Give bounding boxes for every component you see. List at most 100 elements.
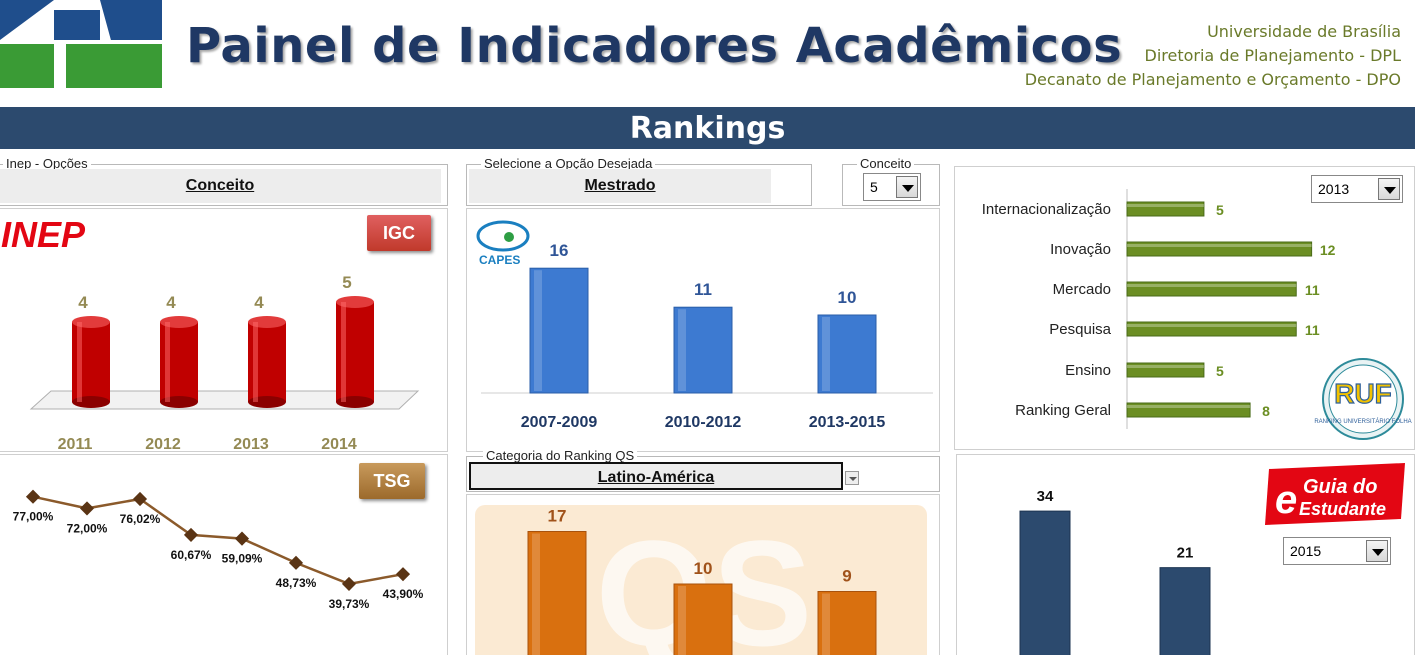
capes-bar-highlight (534, 270, 542, 391)
tsg-point-marker (341, 576, 357, 592)
org-line-dpo: Decanato de Planejamento e Orçamento - D… (1024, 70, 1401, 89)
conceito-legend: Conceito (857, 156, 915, 171)
unb-logo (0, 0, 162, 88)
tsg-value-label: 77,00% (13, 510, 54, 524)
ruf-chart: Internacionalização 5 Inovação 12 Mercado 11 P… (982, 189, 1412, 440)
ruf-bar (1126, 321, 1297, 337)
qs-bar (527, 531, 587, 655)
igc-bar-highlight (77, 322, 82, 402)
tsg-panel: 77,00% 72,00% 76,02% 60,67% 59,09% 48,73% 39,7… (0, 454, 448, 655)
tsg-point-marker (25, 489, 41, 504)
guia-year-arrow-icon[interactable] (1366, 540, 1388, 562)
capes-bar-2007-2009 (529, 267, 589, 394)
capes-options-group: Selecione a Opção Desejada Mestrado (466, 156, 812, 206)
qs-category-selected[interactable]: Latino-América (469, 462, 843, 490)
tsg-point-marker (234, 531, 250, 546)
ruf-bar (1126, 201, 1205, 217)
igc-bar-highlight (253, 322, 258, 402)
ruf-category-label: Pesquisa (1049, 321, 1111, 338)
igc-bar-highlight (165, 322, 170, 402)
capes-option-selected[interactable]: Mestrado (469, 169, 771, 203)
ruf-logo: RUF RANKING UNIVERSITÁRIO FOLHA (1314, 358, 1412, 440)
capes-chart: CAPES 16 2007-2009 11 2010-2012 10 2013-2015 (476, 220, 933, 431)
ruf-bar (1126, 402, 1251, 418)
capes-bar-highlight (822, 317, 830, 391)
capes-bar-2013-2015 (817, 314, 877, 394)
ruf-bar (1126, 362, 1205, 378)
tsg-value-label: 59,09% (222, 552, 263, 566)
guia-logo-text-2: Estudante (1299, 499, 1386, 519)
guia-logo-text-1: Guia do (1303, 476, 1377, 498)
guia-panel: 34 21 e Guia do Estudante 2015 (956, 454, 1415, 655)
guia-chart: 34 21 e Guia do Estudante (1019, 463, 1405, 655)
capes-value-label: 16 (550, 241, 569, 260)
igc-value-label: 5 (342, 273, 351, 292)
qs-bar-highlight (822, 593, 830, 655)
ruf-bar-highlight (1127, 405, 1251, 408)
ruf-year-dropdown[interactable]: 2013 (1311, 175, 1403, 203)
capes-logo-text: CAPES (479, 253, 520, 267)
capes-category-label: 2013-2015 (809, 414, 886, 431)
igc-chart: INEP 4 2011 4 2012 4 2013 5 2014 (1, 214, 420, 452)
capes-bar-2010-2012 (673, 306, 733, 394)
capes-panel: CAPES 16 2007-2009 11 2010-2012 10 2013-2015 (466, 208, 940, 452)
tsg-point-marker (395, 567, 411, 582)
tsg-series-line (32, 495, 404, 586)
tsg-value-label: 60,67% (171, 548, 212, 562)
qs-bar (817, 591, 877, 655)
tsg-point-marker (79, 501, 95, 516)
capes-logo: CAPES (476, 220, 530, 267)
tsg-badge: TSG (359, 463, 425, 499)
ruf-year-arrow-icon[interactable] (1378, 178, 1400, 200)
ruf-bar (1126, 241, 1313, 257)
conceito-group: Conceito 5 (842, 156, 940, 206)
igc-value-label: 4 (254, 293, 264, 312)
qs-value-label: 10 (694, 559, 713, 578)
ruf-category-label: Ranking Geral (1015, 402, 1111, 419)
qs-value-label: 9 (842, 567, 851, 586)
capes-category-label: 2007-2009 (521, 414, 598, 431)
qs-category-scroll-arrow-icon[interactable] (845, 471, 859, 485)
inep-options-legend: Inep - Opções (3, 156, 91, 171)
qs-category-group: Categoria do Ranking QS Latino-América (466, 448, 940, 492)
inep-options-group: Inep - Opções Conceito (0, 156, 448, 206)
ruf-bar-highlight (1127, 284, 1297, 287)
qs-value-label: 17 (548, 507, 567, 526)
guia-logo: e Guia do Estudante (1265, 463, 1405, 525)
ruf-bar-highlight (1127, 365, 1204, 368)
guia-logo-letter: e (1275, 478, 1297, 522)
capes-bar-highlight (678, 309, 686, 391)
igc-value-label: 4 (166, 293, 176, 312)
qs-panel: QS 17 10 9 (466, 494, 940, 655)
conceito-dropdown-arrow-icon[interactable] (896, 176, 918, 198)
tsg-value-label: 48,73% (276, 576, 317, 590)
qs-bar (673, 583, 733, 655)
ruf-category-label: Mercado (1053, 281, 1111, 298)
guia-bar (1159, 567, 1211, 655)
conceito-dropdown[interactable]: 5 (863, 173, 921, 201)
guia-bar (1019, 510, 1071, 655)
inep-option-selected[interactable]: Conceito (0, 169, 441, 203)
igc-value-label: 4 (78, 293, 88, 312)
conceito-dropdown-value: 5 (870, 179, 878, 195)
ruf-logo-text: RUF (1334, 378, 1392, 409)
capes-value-label: 10 (838, 288, 857, 307)
ruf-value-label: 5 (1216, 202, 1224, 218)
tsg-point-marker (288, 555, 304, 570)
igc-chart-floor (29, 390, 420, 410)
tsg-value-label: 72,00% (67, 521, 108, 535)
guia-year-dropdown[interactable]: 2015 (1283, 537, 1391, 565)
igc-bar-highlight (341, 302, 346, 402)
tsg-chart: 77,00% 72,00% 76,02% 60,67% 59,09% 48,73% 39,7… (13, 489, 424, 611)
igc-badge: IGC (367, 215, 431, 251)
guia-value-label: 34 (1037, 488, 1054, 505)
ruf-bar (1126, 281, 1297, 297)
ruf-bar-highlight (1127, 204, 1204, 207)
igc-category-label: 2011 (58, 436, 93, 452)
ruf-category-label: Inovação (1050, 241, 1111, 258)
org-line-university: Universidade de Brasília (1207, 22, 1401, 41)
org-line-dpl: Diretoria de Planejamento - DPL (1144, 46, 1402, 65)
ruf-panel: 2013 Internacionalização 5 Inovação 12 Merca… (954, 166, 1415, 450)
tsg-value-label: 76,02% (120, 512, 161, 526)
